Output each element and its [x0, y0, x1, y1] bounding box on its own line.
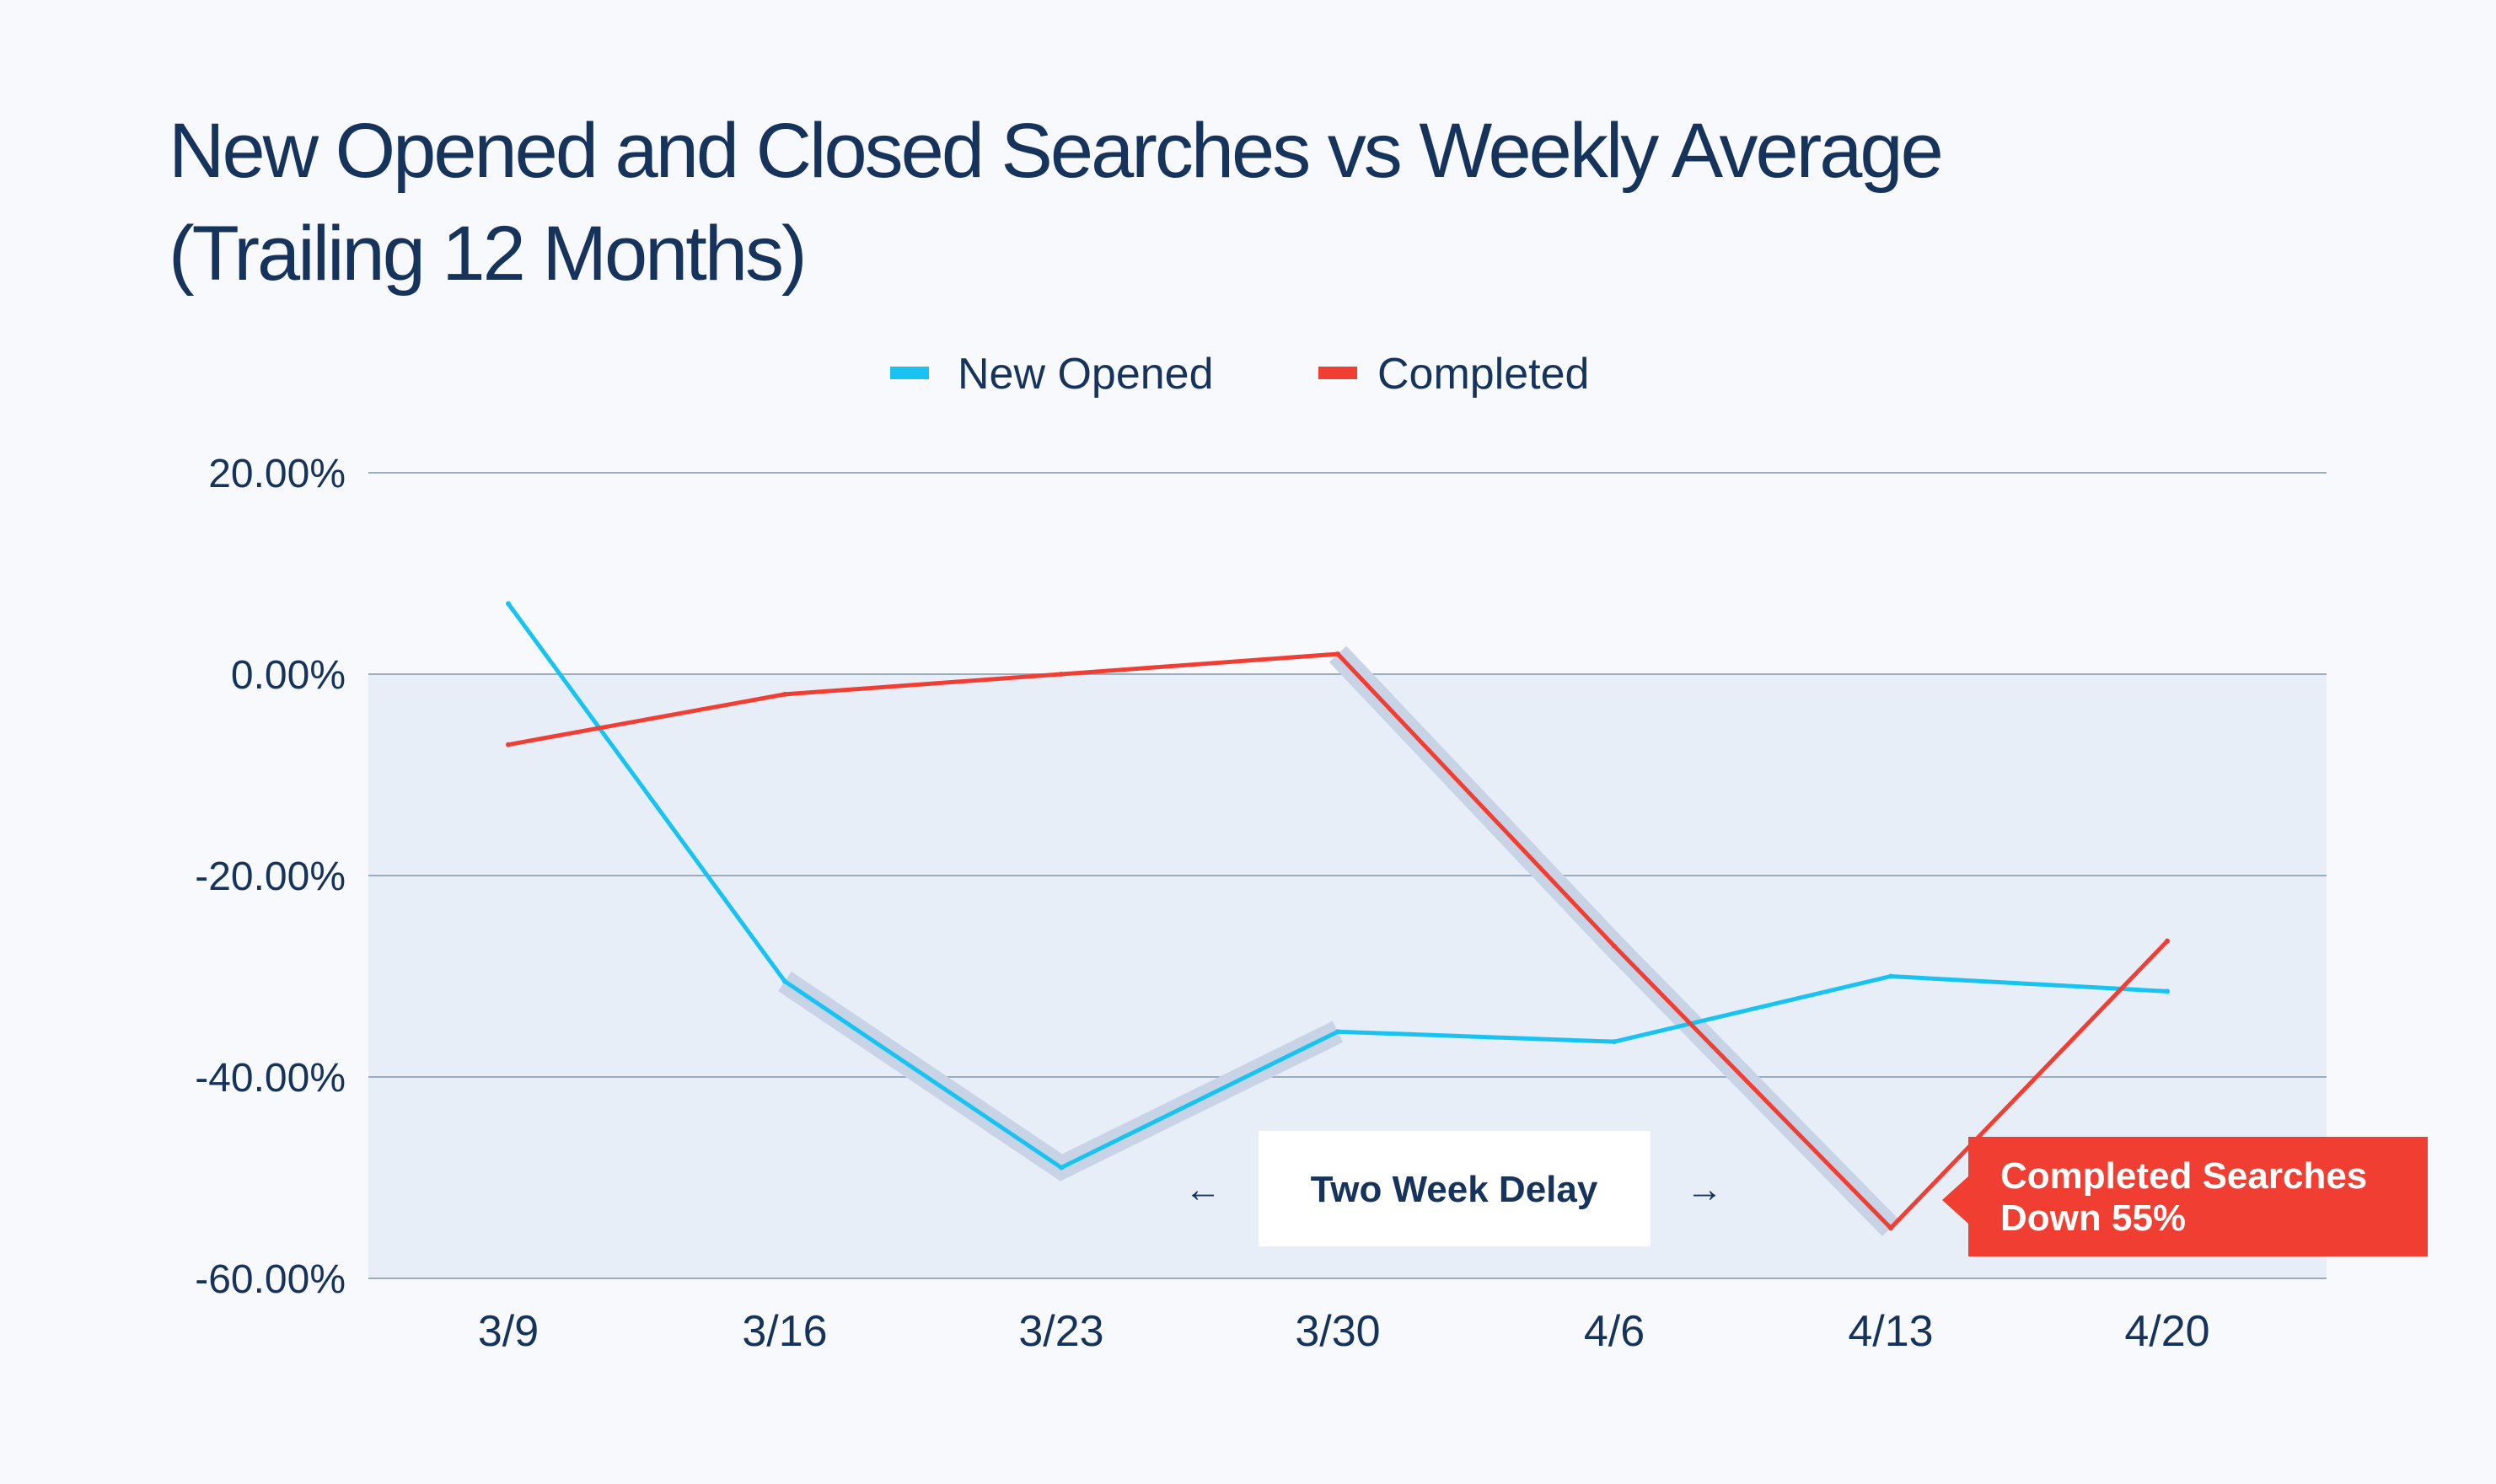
data-point: [2165, 988, 2170, 994]
callout-box: [1942, 1137, 2428, 1256]
delay-label-box: [1259, 1131, 1651, 1246]
x-tick-label: 3/30: [1295, 1307, 1380, 1356]
data-point: [2165, 938, 2170, 944]
data-point: [1888, 1225, 1893, 1231]
data-point: [1335, 1029, 1340, 1035]
x-tick-label: 4/13: [1848, 1307, 1933, 1356]
x-tick-label: 3/23: [1018, 1307, 1103, 1356]
delay-label: Two Week Delay: [1311, 1169, 1598, 1210]
y-tick-label: -40.00%: [195, 1056, 346, 1101]
chart-title-line-1: New Opened and Closed Searches vs Weekly…: [169, 108, 1944, 194]
data-point: [1059, 1165, 1064, 1171]
legend-swatch: [890, 367, 929, 379]
data-point: [506, 742, 511, 747]
legend: New Opened Completed: [890, 350, 1589, 399]
callout-line-2: Down 55%: [2000, 1197, 2186, 1239]
plot-area: 20.00% 0.00% -20.00% -40.00% -60.00% 3/9 3/16 3…: [195, 452, 2428, 1356]
x-tick-label: 4/6: [1584, 1307, 1645, 1356]
data-point: [1612, 943, 1617, 949]
callout-line-1: Completed Searches: [2000, 1155, 2367, 1197]
y-tick-label: -60.00%: [195, 1257, 346, 1302]
y-tick-label: 20.00%: [208, 452, 346, 496]
delay-arrow-right: →: [1686, 1169, 1723, 1210]
data-point: [1059, 672, 1064, 677]
x-tick-label: 4/20: [2124, 1307, 2209, 1356]
y-tick-label: -20.00%: [195, 855, 346, 899]
data-point: [1888, 973, 1893, 979]
data-point: [1612, 1039, 1617, 1045]
chart-title: New Opened and Closed Searches vs Weekly…: [169, 99, 2360, 305]
data-point: [1335, 651, 1340, 657]
data-point: [782, 691, 787, 697]
chart-title-line-2: (Trailing 12 Months): [169, 211, 808, 297]
legend-swatch: [1318, 367, 1357, 379]
legend-label: Completed: [1377, 350, 1589, 399]
data-point: [782, 978, 787, 984]
x-tick-label: 3/9: [478, 1307, 539, 1356]
data-point: [506, 601, 511, 607]
x-tick-label: 3/16: [742, 1307, 827, 1356]
y-tick-label: 0.00%: [231, 653, 346, 698]
delay-arrow-left: ←: [1184, 1169, 1221, 1210]
legend-label: New Opened: [958, 350, 1214, 399]
